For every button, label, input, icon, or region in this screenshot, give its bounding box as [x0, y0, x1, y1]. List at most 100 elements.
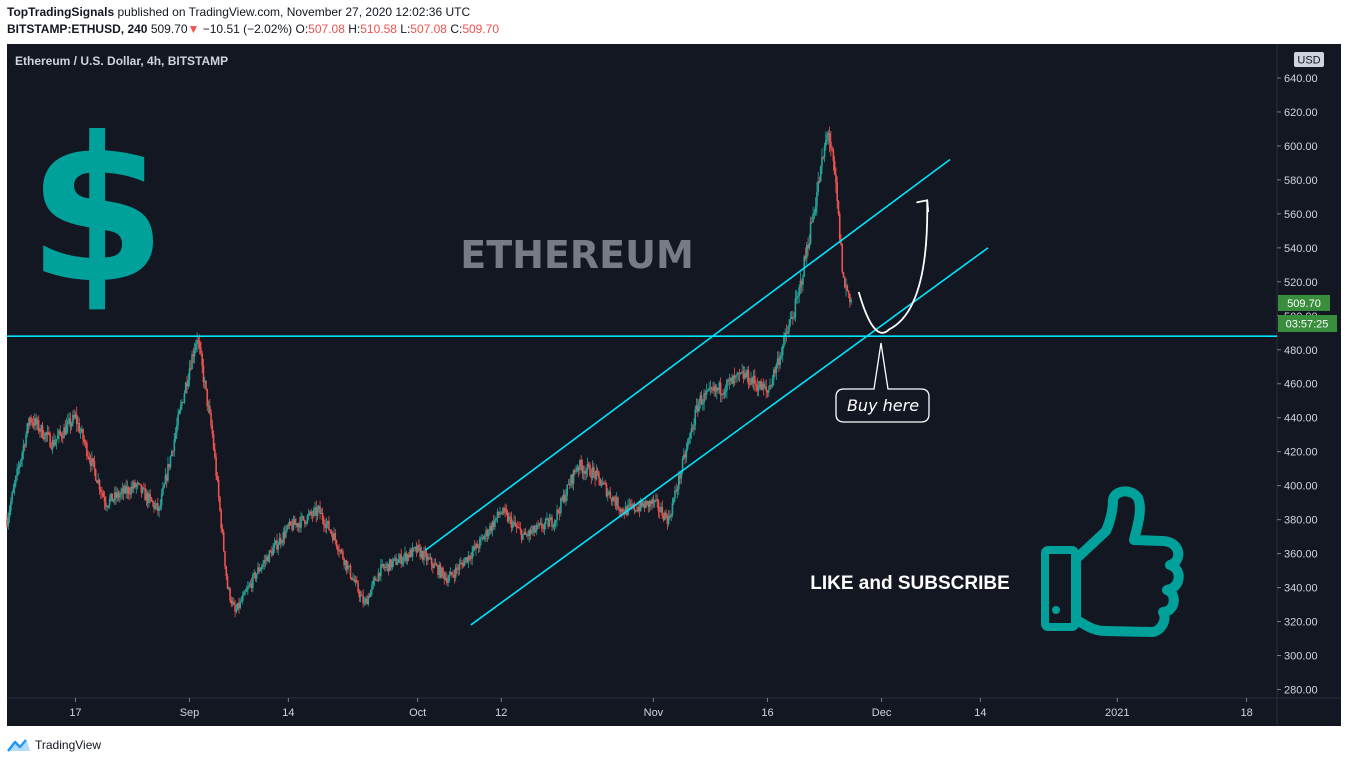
candle-body	[352, 578, 354, 580]
candle-body	[624, 506, 627, 515]
candle-body	[803, 256, 806, 277]
candle-body	[206, 388, 209, 407]
candle-body	[769, 385, 771, 390]
candle-body	[637, 507, 639, 512]
candle-body	[44, 432, 46, 440]
candle-body	[813, 212, 816, 214]
thumbs-up-icon	[1041, 486, 1184, 637]
candle-body	[149, 494, 152, 498]
channel-lower-line[interactable]	[470, 247, 989, 626]
candle-body	[8, 510, 11, 518]
candle-body	[319, 506, 321, 514]
candle-body	[702, 402, 704, 405]
candle-body	[631, 504, 633, 507]
candle-body	[696, 405, 699, 412]
x-tick-label: Dec	[872, 707, 892, 719]
y-tick-label: 580.00	[1284, 175, 1318, 187]
candle-body	[391, 561, 394, 568]
time-axis[interactable]	[7, 698, 1341, 726]
candle-body	[96, 480, 98, 484]
candle-body	[547, 518, 550, 527]
candle-body	[64, 427, 67, 435]
candle-body	[530, 530, 533, 534]
tradingview-footer[interactable]: TradingView	[7, 736, 101, 754]
candle-body	[42, 437, 45, 440]
candle-body	[528, 529, 530, 537]
candle-body	[808, 243, 811, 249]
plot-area[interactable]	[7, 44, 1277, 698]
candle-body	[487, 532, 490, 537]
candle-body	[179, 405, 182, 411]
candle-body	[10, 502, 12, 511]
candle-body	[652, 498, 655, 503]
candle-body	[369, 590, 372, 598]
candle-body	[710, 387, 713, 389]
candle-body	[414, 546, 416, 548]
candle-body	[325, 523, 328, 528]
candle-body	[589, 465, 591, 477]
candle-body	[798, 287, 800, 296]
channel-upper-line[interactable]	[424, 158, 951, 551]
candle-body	[235, 609, 238, 612]
candle-body	[146, 492, 149, 504]
candle-body	[210, 413, 212, 426]
candle-body	[240, 600, 243, 602]
candle-body	[468, 555, 471, 559]
candle-body	[91, 458, 93, 466]
candle-body	[689, 433, 691, 439]
candle-body	[82, 429, 84, 440]
candle-body	[411, 547, 414, 557]
candle-body	[26, 423, 29, 435]
author-name[interactable]: TopTradingSignals	[7, 5, 115, 19]
candle-body	[277, 544, 280, 550]
candle-body	[381, 564, 383, 565]
projection-curve[interactable]	[857, 200, 929, 334]
candle-body	[203, 380, 206, 383]
candle-body	[755, 383, 757, 386]
candle-body	[93, 461, 96, 470]
buy-here-callout[interactable]: Buy here	[835, 342, 930, 423]
candle-body	[585, 470, 588, 474]
candle-body	[192, 354, 195, 357]
candle-body	[410, 549, 413, 557]
candle-body	[718, 382, 721, 390]
tradingview-logo-icon	[7, 739, 30, 752]
candle-body	[215, 457, 217, 477]
candle-body	[122, 488, 125, 494]
candle-body	[189, 368, 192, 370]
candle-body	[425, 552, 428, 561]
candle-body	[639, 500, 642, 511]
candle-body	[167, 464, 169, 481]
y-tick-label: 460.00	[1284, 379, 1318, 391]
candle-body	[125, 485, 127, 494]
candle-body	[20, 459, 22, 465]
candle-body	[788, 324, 790, 332]
candle-body	[809, 221, 812, 244]
candle-body	[304, 520, 306, 525]
candle-body	[660, 507, 662, 513]
candle-body	[253, 572, 255, 575]
candle-body	[841, 244, 844, 273]
candle-body	[444, 577, 447, 580]
currency-badge[interactable]: USD	[1294, 52, 1324, 67]
y-tick-label: 400.00	[1284, 481, 1318, 493]
candle-body	[383, 567, 386, 569]
candle-body	[78, 422, 81, 433]
candle-body	[139, 483, 141, 485]
candle-body	[77, 422, 79, 424]
candle-body	[726, 379, 728, 391]
candle-body	[703, 393, 705, 403]
candle-body	[577, 467, 580, 470]
candle-body	[743, 372, 746, 379]
candle-body	[686, 443, 689, 449]
candle-body	[396, 563, 399, 565]
candle-body	[838, 213, 841, 240]
candle-body	[159, 505, 162, 508]
candle-body	[778, 358, 780, 365]
price-axis[interactable]	[1277, 44, 1341, 698]
candle-body	[538, 523, 541, 526]
candle-body	[642, 503, 645, 507]
candle-body	[418, 544, 420, 548]
last-value: 509.70	[150, 22, 188, 36]
